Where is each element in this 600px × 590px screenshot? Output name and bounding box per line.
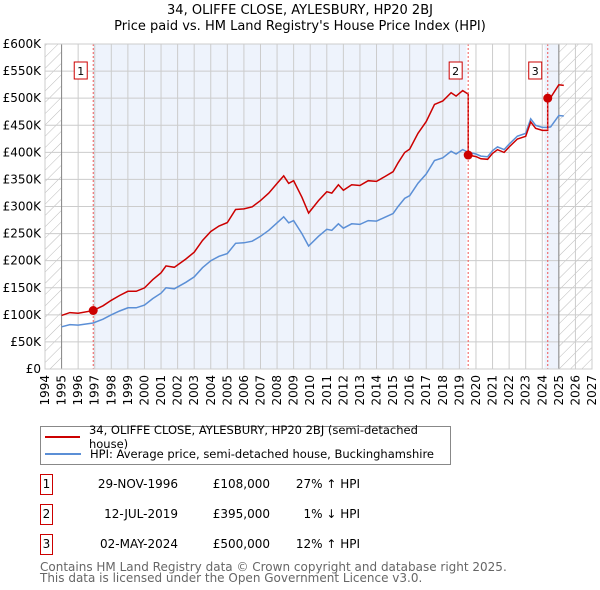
x-tick-label: 2004 bbox=[204, 375, 218, 406]
x-tick-label: 1999 bbox=[121, 375, 135, 406]
x-tick-label: 2007 bbox=[253, 375, 267, 406]
x-tick-label: 1997 bbox=[88, 375, 102, 406]
x-tick-label: 2003 bbox=[187, 375, 201, 406]
x-tick-label: 2010 bbox=[303, 375, 317, 406]
x-tick-label: 2020 bbox=[469, 375, 483, 406]
x-tick-label: 2013 bbox=[353, 375, 367, 406]
sale-point bbox=[543, 93, 553, 103]
sale-number-badge: 2 bbox=[40, 504, 53, 525]
x-tick-label: 2012 bbox=[336, 375, 350, 406]
y-tick-label: £400K bbox=[3, 145, 43, 159]
sale-price: £108,000 bbox=[212, 477, 270, 491]
legend-label: 34, OLIFFE CLOSE, AYLESBURY, HP20 2BJ (s… bbox=[88, 423, 418, 451]
sale-label-box bbox=[448, 61, 463, 80]
footer-copyright: Contains HM Land Registry data © Crown c… bbox=[40, 560, 507, 574]
y-tick-label: £0 bbox=[26, 362, 41, 376]
legend-swatch-red bbox=[45, 436, 80, 438]
hpi-line bbox=[61, 114, 564, 328]
y-tick-label: £100K bbox=[3, 308, 43, 322]
x-tick-label: 2018 bbox=[436, 375, 450, 406]
legend-swatch-blue bbox=[45, 453, 81, 455]
legend-item-hpi: HPI: Average price, semi-detached house,… bbox=[45, 446, 434, 462]
y-tick-label: £350K bbox=[3, 172, 43, 186]
sale-row-3: 3 02-MAY-2024 £500,000 12% ↑ HPI bbox=[40, 534, 600, 555]
x-tick-label: 1998 bbox=[104, 375, 118, 406]
x-tick-label: 2017 bbox=[419, 375, 433, 406]
x-tick-label: 2005 bbox=[220, 375, 234, 406]
y-tick-label: £450K bbox=[3, 118, 43, 132]
x-tick-label: 2006 bbox=[237, 375, 251, 406]
x-tick-label: 2015 bbox=[386, 375, 400, 406]
y-tick-label: £150K bbox=[3, 281, 43, 295]
sale-point bbox=[463, 150, 473, 160]
x-tick-label: 2021 bbox=[486, 375, 500, 406]
sale-number-badge: 3 bbox=[40, 534, 53, 555]
sale-date: 12-JUL-2019 bbox=[104, 507, 178, 521]
sale-label-box bbox=[528, 61, 543, 80]
footer-licence: This data is licensed under the Open Gov… bbox=[40, 571, 423, 585]
x-tick-label: 2019 bbox=[452, 375, 466, 406]
sale-number-badge: 1 bbox=[40, 474, 53, 495]
sale-date: 02-MAY-2024 bbox=[99, 537, 178, 551]
x-tick-label: 1995 bbox=[55, 375, 69, 406]
sale-hpi-diff: 12% ↑ HPI bbox=[295, 537, 360, 551]
chart-title: 34, OLIFFE CLOSE, AYLESBURY, HP20 2BJ bbox=[167, 3, 433, 18]
y-tick-label: £550K bbox=[3, 64, 43, 78]
x-tick-label: 2002 bbox=[171, 375, 185, 406]
sale-label: 1 bbox=[77, 65, 84, 78]
x-tick-label: 2008 bbox=[270, 375, 284, 406]
sale-label: 2 bbox=[452, 65, 459, 78]
y-tick-label: £50K bbox=[10, 335, 42, 349]
y-tick-label: £300K bbox=[3, 200, 43, 214]
sale-point bbox=[88, 306, 98, 315]
x-tick-label: 1994 bbox=[38, 375, 52, 406]
legend-label: HPI: Average price, semi-detached house,… bbox=[90, 447, 435, 461]
legend-item-property: 34, OLIFFE CLOSE, AYLESBURY, HP20 2BJ (s… bbox=[45, 423, 450, 451]
y-tick-label: £600K bbox=[3, 37, 43, 51]
sale-price: £395,000 bbox=[212, 507, 270, 521]
sale-row-1: 1 29-NOV-1996 £108,000 27% ↑ HPI bbox=[40, 474, 600, 495]
y-tick-label: £250K bbox=[3, 227, 43, 241]
sale-hpi-diff: 27% ↑ HPI bbox=[295, 477, 360, 491]
y-tick-label: £500K bbox=[3, 91, 43, 105]
sale-label: 3 bbox=[532, 65, 539, 78]
x-tick-label: 2011 bbox=[320, 375, 334, 406]
x-tick-label: 2022 bbox=[502, 375, 516, 406]
x-tick-label: 2000 bbox=[137, 375, 151, 406]
x-tick-label: 2027 bbox=[585, 375, 599, 406]
x-tick-label: 2023 bbox=[519, 375, 533, 406]
legend: 34, OLIFFE CLOSE, AYLESBURY, HP20 2BJ (s… bbox=[40, 423, 451, 465]
x-tick-label: 2016 bbox=[403, 375, 417, 406]
sale-date: 29-NOV-1996 bbox=[97, 477, 178, 491]
sale-label-box bbox=[73, 61, 88, 80]
x-tick-label: 2025 bbox=[552, 375, 566, 406]
property-price-line bbox=[61, 83, 564, 317]
x-tick-label: 1996 bbox=[71, 375, 85, 406]
sale-hpi-diff: 1% ↓ HPI bbox=[303, 507, 360, 521]
sale-row-2: 2 12-JUL-2019 £395,000 1% ↓ HPI bbox=[40, 504, 600, 525]
x-tick-label: 2026 bbox=[568, 375, 582, 406]
x-tick-label: 2009 bbox=[287, 375, 301, 406]
x-tick-label: 2001 bbox=[154, 375, 168, 406]
y-tick-label: £200K bbox=[3, 254, 43, 268]
x-tick-label: 2014 bbox=[370, 375, 384, 406]
x-tick-label: 2024 bbox=[535, 375, 549, 406]
plot-border bbox=[44, 43, 593, 370]
sale-price: £500,000 bbox=[212, 537, 270, 551]
chart-subtitle: Price paid vs. HM Land Registry's House … bbox=[114, 19, 486, 34]
